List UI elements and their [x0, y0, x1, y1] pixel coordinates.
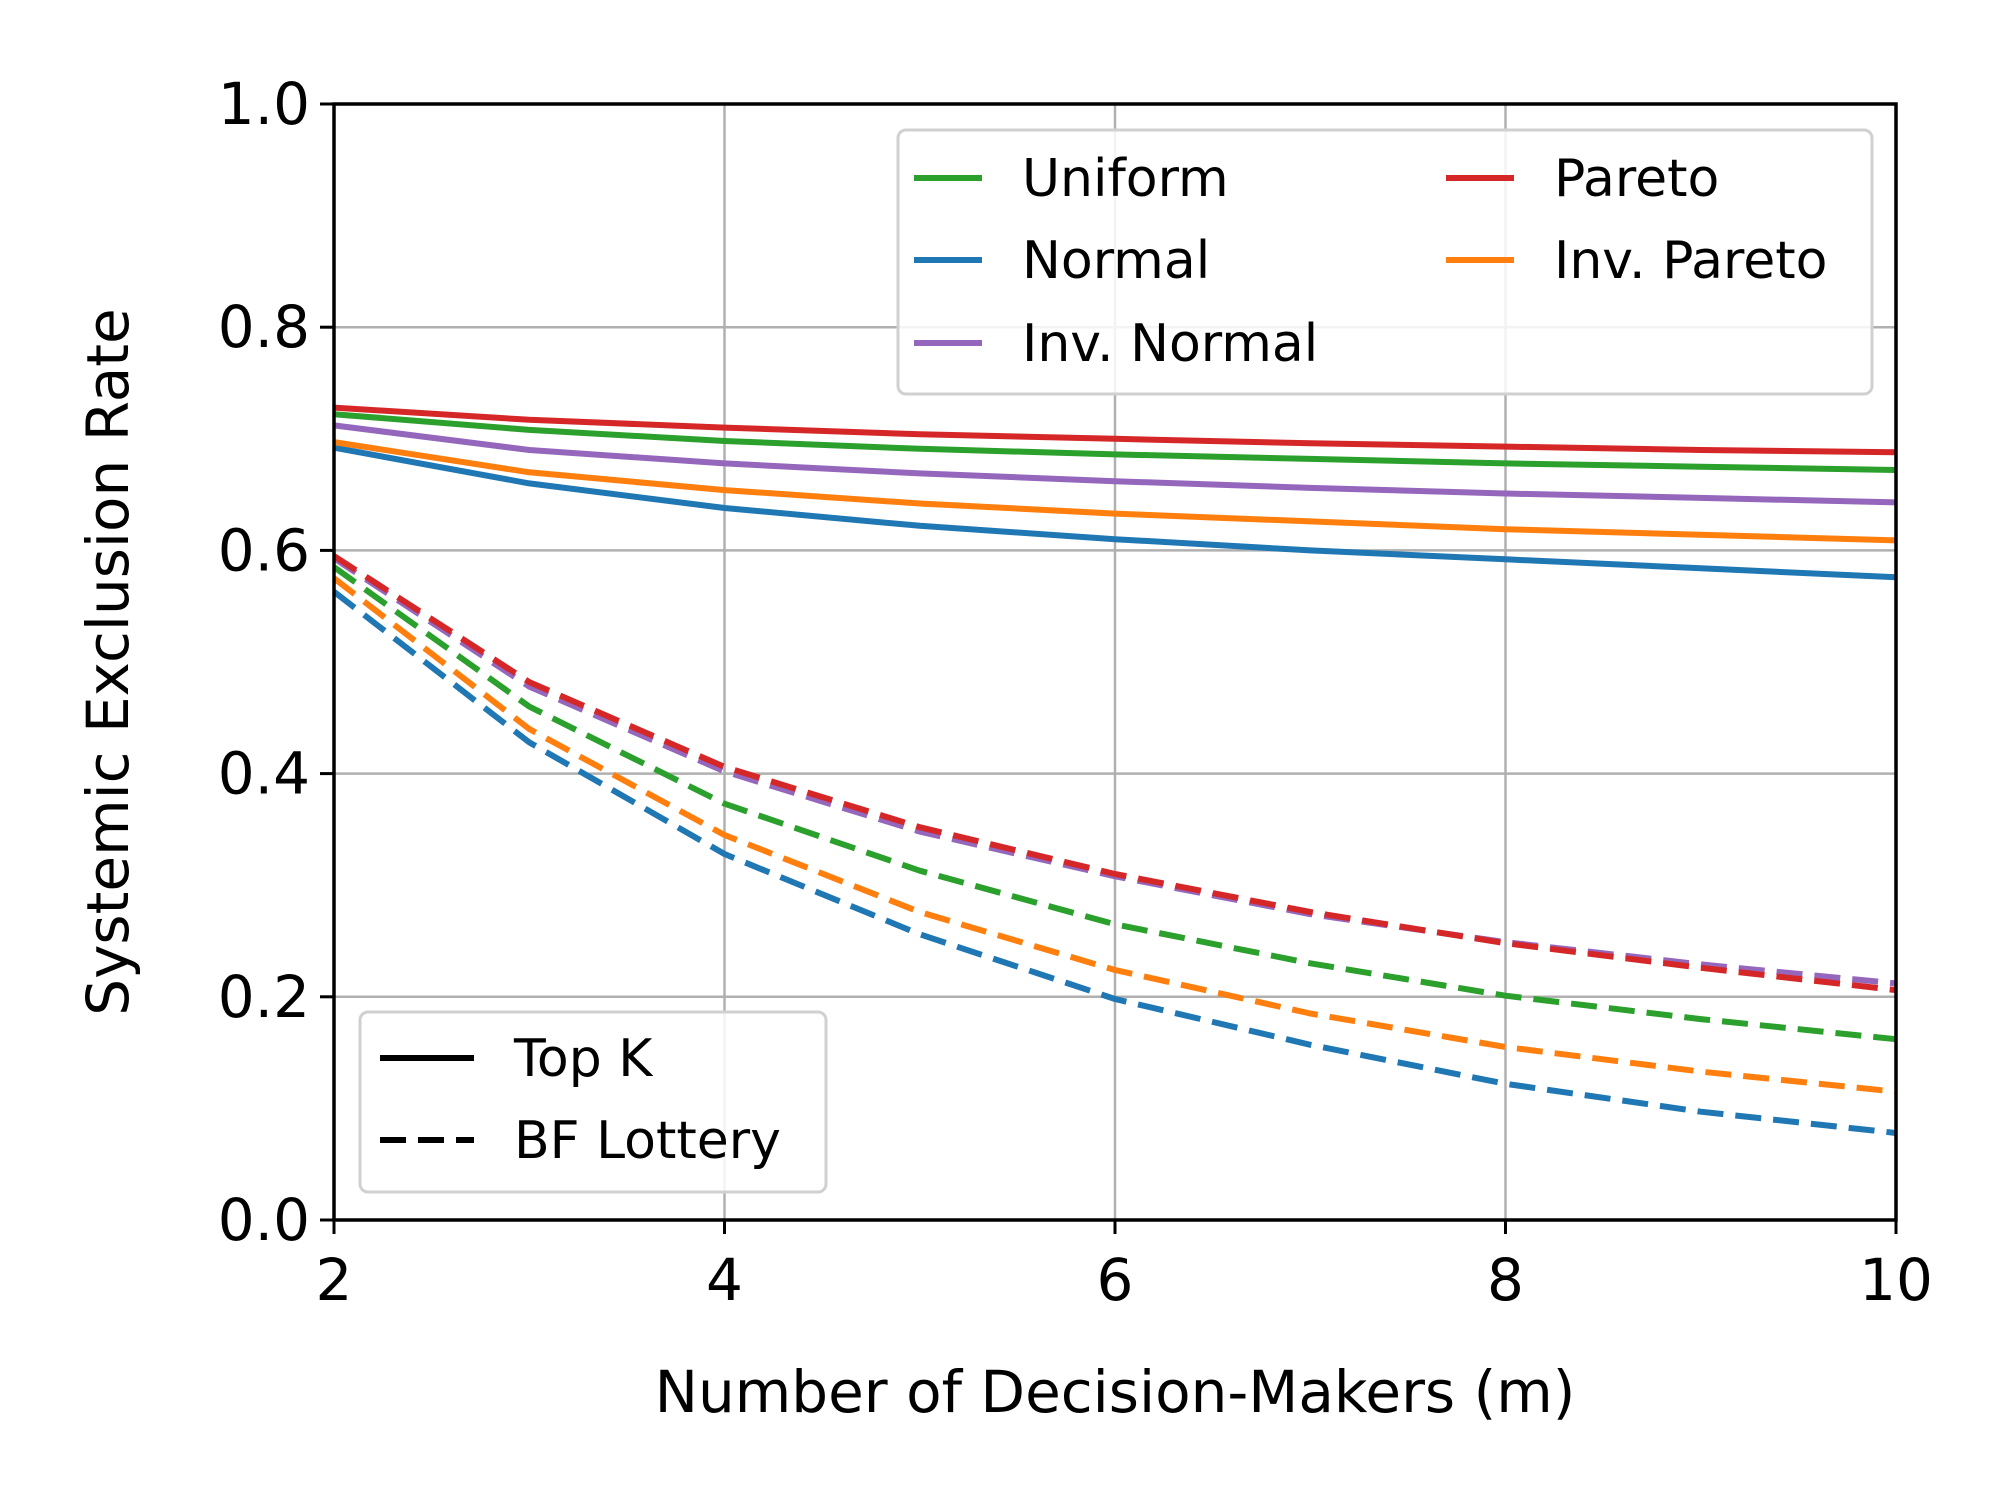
series-line-normal-top-k	[333, 444, 1897, 581]
axis-ticks: 2 4 6 8 10 0.0 0.2 0.4 0.6 0.8 1.0	[218, 70, 1933, 1314]
legend-label: BF Lottery	[514, 1111, 781, 1171]
y-tick-label: 0.8	[218, 293, 310, 361]
legend-label: Top K	[513, 1029, 654, 1089]
legend-label: Inv. Normal	[1022, 314, 1318, 374]
series-line-inv-normal-top-k	[333, 422, 1897, 506]
series-line-inv-pareto-top-k	[333, 439, 1897, 544]
series-line-pareto-top-k	[333, 404, 1897, 456]
y-tick-label: 0.6	[218, 516, 310, 584]
x-axis-label: Number of Decision-Makers (m)	[655, 1358, 1576, 1426]
y-axis-label: Systemic Exclusion Rate	[74, 308, 142, 1015]
series-line-inv-pareto-bf-lottery	[332, 575, 1897, 1095]
y-tick-label: 0.0	[218, 1186, 310, 1254]
legend-distributions: Uniform Normal Inv. Normal Pareto Inv. Paret…	[896, 128, 1874, 396]
legend-label: Pareto	[1554, 149, 1719, 209]
legend-label: Uniform	[1022, 149, 1229, 209]
x-tick-label: 4	[706, 1246, 743, 1314]
series-line-uniform-top-k	[333, 411, 1897, 473]
x-tick-label: 10	[1859, 1246, 1933, 1314]
legend-box	[896, 128, 1874, 396]
series-line-normal-bf-lottery	[332, 589, 1897, 1136]
x-tick-label: 6	[1097, 1246, 1134, 1314]
x-tick-label: 2	[316, 1246, 353, 1314]
y-tick-label: 1.0	[218, 70, 310, 138]
legend-methods: Top K BF Lottery	[358, 1010, 828, 1194]
legend-box	[358, 1010, 828, 1194]
series-line-pareto-bf-lottery	[332, 553, 1897, 994]
series-line-uniform-bf-lottery	[332, 564, 1897, 1043]
y-tick-label: 0.2	[218, 963, 310, 1031]
series-lines	[332, 404, 1897, 1136]
legend-label: Normal	[1022, 231, 1210, 291]
legend-label: Inv. Pareto	[1554, 231, 1827, 291]
y-tick-label: 0.4	[218, 740, 310, 808]
x-tick-label: 8	[1487, 1246, 1524, 1314]
